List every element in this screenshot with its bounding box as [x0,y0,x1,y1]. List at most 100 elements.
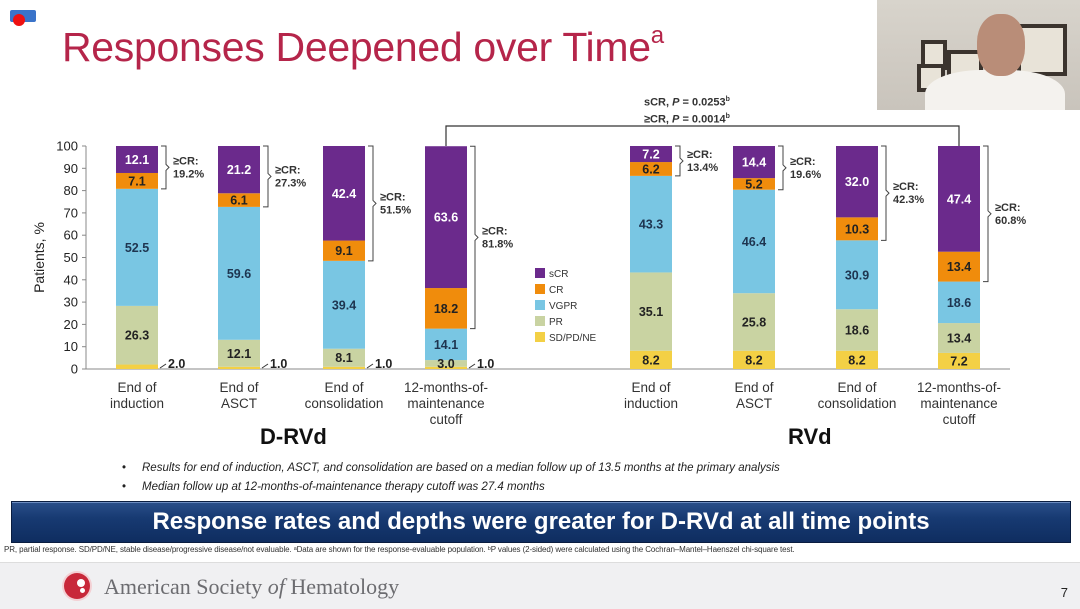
bar-segment-pr [323,348,365,367]
slide-number: 7 [1060,585,1068,600]
bar-segment-cr [938,251,980,282]
gecr-label: ≥CR: [893,181,919,193]
bar-segment-pr [630,272,672,351]
bar-segment-pr [938,323,980,353]
bar-segment-cr [116,172,158,189]
legend-label: PR [549,317,563,328]
gecr-label: ≥CR: [790,156,816,168]
bar-segment-scr [733,146,775,179]
segment-value-label: 59.6 [227,267,251,281]
segment-value-label: 6.1 [230,194,247,208]
bar-segment-scr [323,146,365,241]
legend-swatch-cr [535,284,545,294]
gecr-bracket [675,145,684,177]
category-label: induction [624,396,678,411]
bar-segment-sd-pd-ne [116,364,158,369]
bar-labels: 26.352.57.112.12.0≥CR:19.2%End ofinducti… [110,125,1026,427]
y-tick-label: 90 [64,161,78,176]
gecr-label: ≥CR: [482,225,508,237]
presenter-shirt [925,70,1065,110]
organization-name: American Society of Hematology [104,574,400,599]
gecr-bracket [778,145,787,191]
presenter-webcam[interactable] [877,0,1080,110]
segment-value-label: 7.2 [950,354,967,368]
bar-segment-vgpr [733,189,775,294]
segment-value-label: 12.1 [125,153,149,167]
category-label: consolidation [818,396,897,411]
recording-icon[interactable] [10,10,36,26]
category-label: End of [734,380,773,395]
segment-value-label: 52.5 [125,241,149,255]
bar-segment-vgpr [116,188,158,306]
y-tick-label: 40 [64,272,78,287]
segment-value-label: 25.8 [742,315,766,329]
category-label: End of [837,380,876,395]
p-value-scr: sCR, P = 0.0253b [644,96,730,109]
gecr-value: 19.6% [790,169,821,181]
category-label: End of [631,380,670,395]
bar-segment-vgpr [938,281,980,324]
segment-value-label: 18.6 [845,323,869,337]
segment-value-label: 8.2 [642,353,659,367]
p-values: sCR, P = 0.0253b ≥CR, P = 0.0014b [644,93,730,126]
gecr-value: 51.5% [380,204,411,216]
segment-value-label: 14.1 [434,338,458,352]
y-tick-label: 80 [64,183,78,198]
y-axis-title: Patients, % [31,222,47,293]
category-label: maintenance [407,396,484,411]
bar-segment-cr [218,193,260,207]
bar-segment-sd-pd-ne [630,350,672,369]
bar-segment-pr [733,293,775,351]
category-label: cutoff [943,412,976,427]
y-tick-label: 30 [64,295,78,310]
bullet-item: Median follow up at 12-months-of-mainten… [122,478,780,497]
legend-swatch-sd-pd-ne [535,332,545,342]
ash-logo-icon [64,573,90,599]
bar-segment-pr [836,309,878,351]
legend-label: SD/PD/NE [549,333,597,344]
outside-label-leader [261,363,269,369]
bullet-list: Results for end of induction, ASCT, and … [122,459,780,497]
legend: sCR CR VGPR PR SD/PD/NE [535,268,597,344]
segment-value-label: 8.2 [745,353,762,367]
bar-segment-cr [630,162,672,176]
bar-segment-scr [630,146,672,163]
bar-segment-sd-pd-ne [425,366,467,369]
bar-segment-scr [218,146,260,194]
segment-value-label: 9.1 [335,244,352,258]
segment-value-label: 30.9 [845,268,869,282]
bar-segment-cr [425,288,467,329]
outside-value-label: 1.0 [270,357,287,371]
gecr-label: ≥CR: [173,155,199,167]
gecr-label: ≥CR: [687,149,713,161]
bar-segment-pr [116,305,158,365]
segment-value-label: 63.6 [434,211,458,225]
slide-footer: American Society of Hematology 7 [0,562,1080,609]
bar-segment-pr [218,339,260,367]
category-label: End of [324,380,363,395]
gecr-bracket [881,145,890,241]
outside-label-leader [366,363,374,369]
bar-segment-cr [323,240,365,261]
segment-value-label: 7.2 [642,148,659,162]
outside-value-label: 1.0 [477,357,494,371]
segment-value-label: 47.4 [947,192,971,206]
bar-segment-sd-pd-ne [218,366,260,369]
y-tick-label: 70 [64,205,78,220]
segment-value-label: 5.2 [745,177,762,191]
bar-segment-vgpr [630,175,672,273]
category-label: maintenance [920,396,997,411]
gecr-label: ≥CR: [275,164,301,176]
y-tick-label: 50 [64,250,78,265]
segment-value-label: 43.3 [639,218,663,232]
group-label-rvd: RVd [788,424,832,449]
gecr-bracket [983,145,992,283]
y-tick-label: 60 [64,228,78,243]
segment-value-label: 7.1 [128,174,145,188]
group-label-d-rvd: D-RVd [260,424,327,449]
outside-value-label: 1.0 [375,357,392,371]
segment-value-label: 21.2 [227,163,251,177]
category-label: 12-months-of- [404,380,488,395]
segment-value-label: 10.3 [845,222,869,236]
gecr-value: 27.3% [275,177,306,189]
